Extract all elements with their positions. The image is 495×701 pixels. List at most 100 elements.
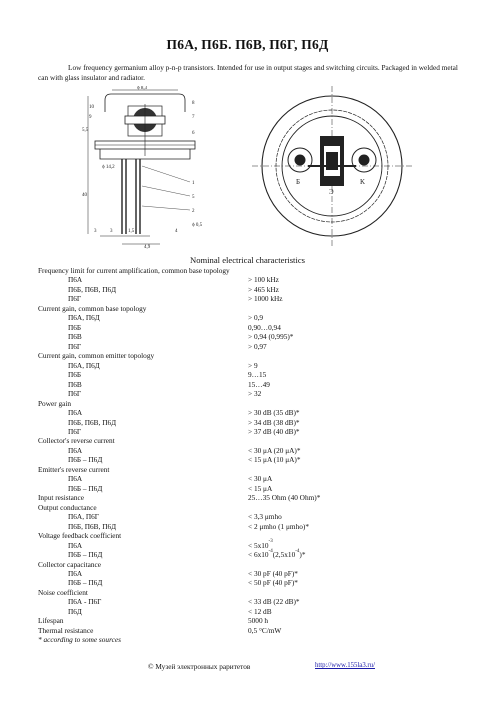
value-cell: > 465 kHz	[248, 285, 279, 294]
table-row: П6А > 30 dB (35 dB)*	[38, 408, 458, 417]
callout-5: 5	[192, 195, 195, 200]
device-label: П6Б	[68, 322, 82, 332]
device-label: П6А, П6Д	[68, 360, 100, 370]
value-cell: < 30 μA	[248, 474, 272, 483]
value-text: < 15 μA (10 μA)*	[248, 455, 301, 465]
value-cell: 15…49	[248, 380, 270, 389]
value-text: < 3,3 μmho	[248, 512, 282, 522]
value-cell: < 30 pF (40 pF)*	[248, 569, 298, 578]
value-text: < 33 dB (22 dB)*	[248, 597, 300, 607]
parameter-label: Voltage feedback coefficient	[38, 531, 122, 541]
value-cell: < 15 μA (10 μA)*	[248, 455, 300, 464]
table-row: П6Б – П6Д < 50 pF (40 pF)*	[38, 578, 458, 587]
device-label: П6Б, П6В, П6Д	[68, 417, 117, 427]
table-row: П6А < 30 μA	[38, 474, 458, 483]
characteristics-table: Frequency limit for current amplificatio…	[38, 266, 458, 645]
parameter-label: Input resistance	[38, 493, 84, 503]
dim-top-label: ϕ 8,3	[137, 86, 148, 91]
value-text: < 5x10	[248, 540, 269, 550]
table-row: Input resistance 25…35 Ohm (40 Ohm)*	[38, 493, 458, 502]
device-label: П6В	[68, 332, 82, 342]
footer-link[interactable]: http://www.155la3.ru/	[315, 662, 375, 669]
value-text: > 34 dB (38 dB)*	[248, 417, 300, 427]
value-text: < 30 μA (20 μA)*	[248, 445, 301, 455]
section-title: Nominal electrical characteristics	[189, 255, 305, 265]
value-cell: < 2 μmho (1 μmho)*	[248, 522, 309, 531]
dim-left-bottom-label: 40	[82, 193, 88, 198]
parameter-label: Thermal resistance	[38, 625, 94, 635]
value-exponent: -4	[268, 548, 273, 554]
table-row: Frequency limit for current amplificatio…	[38, 266, 458, 275]
table-row: Voltage feedback coefficient	[38, 531, 458, 540]
table-row: П6Д < 12 dB	[38, 607, 458, 616]
value-cell: < 3,3 μmho	[248, 512, 282, 521]
table-row: П6А < 30 μA (20 μA)*	[38, 446, 458, 455]
parameter-label: Emitter's reverse current	[38, 464, 110, 474]
table-row: Lifespan 5000 h	[38, 616, 458, 625]
value-cell: 9…15	[248, 370, 266, 379]
callout-10: 10	[89, 105, 95, 110]
callout-1: 1	[192, 181, 195, 186]
table-row: Collector's reverse current	[38, 436, 458, 445]
value-text: < 50 pF (40 pF)*	[248, 578, 298, 588]
device-label: П6Б	[68, 370, 82, 380]
value-cell: > 34 dB (38 dB)*	[248, 418, 300, 427]
value-text: 9…15	[248, 370, 267, 380]
value-text: > 1000 kHz	[248, 294, 283, 304]
table-row: П6В > 0,94 (0,995)*	[38, 332, 458, 341]
value-text: 0,90…0,94	[248, 322, 281, 332]
value-cell: > 100 kHz	[248, 275, 279, 284]
table-row: П6Г > 32	[38, 389, 458, 398]
parameter-label: Lifespan	[38, 616, 64, 626]
value-text: 15…49	[248, 379, 270, 389]
device-label: П6Б – П6Д	[68, 483, 103, 493]
table-row: П6А, П6Д > 9	[38, 361, 458, 370]
value-text: > 465 kHz	[248, 284, 279, 294]
value-cell: > 37 dB (40 dB)*	[248, 427, 300, 436]
callout-4: 4	[175, 229, 178, 234]
dim-ring-label: ϕ 14,2	[102, 165, 115, 170]
table-row: П6Г > 37 dB (40 dB)*	[38, 427, 458, 436]
table-row: П6Б – П6Д < 15 μA (10 μA)*	[38, 455, 458, 464]
value-text: 25…35 Ohm (40 Ohm)*	[248, 493, 321, 503]
device-label: П6В	[68, 379, 82, 389]
parameter-label: Noise coefficient	[38, 587, 88, 597]
dim-bot-4: ϕ 0,5	[192, 223, 203, 228]
value-cell: 5000 h	[248, 616, 268, 625]
value-cell: > 30 dB (35 dB)*	[248, 408, 300, 417]
parameter-label: Frequency limit for current amplificatio…	[38, 266, 230, 275]
parameter-label: Collector's reverse current	[38, 436, 115, 446]
table-row: Current gain, common emitter topology	[38, 351, 458, 360]
dim-bot-1: 3	[110, 229, 113, 234]
device-label: П6А	[68, 445, 83, 455]
device-label: П6Б, П6В, П6Д	[68, 521, 117, 531]
table-row: П6А < 30 pF (40 pF)*	[38, 569, 458, 578]
device-label: П6Г	[68, 426, 82, 436]
device-label: П6Б – П6Д	[68, 550, 103, 560]
table-row: Noise coefficient	[38, 588, 458, 597]
table-row: Thermal resistance 0,5 °C/mW	[38, 626, 458, 635]
value-cell: > 0,97	[248, 342, 267, 351]
callout-7: 7	[192, 115, 195, 120]
table-row: П6Б 0,90…0,94	[38, 323, 458, 332]
value-text: 5000 h	[248, 616, 269, 626]
table-row: П6Б 9…15	[38, 370, 458, 379]
value-cell: 0,90…0,94	[248, 323, 281, 332]
table-row: П6Б, П6В, П6Д > 34 dB (38 dB)*	[38, 418, 458, 427]
value-cell: < 12 dB	[248, 607, 272, 616]
callout-9: 9	[89, 115, 92, 120]
table-row: Current gain, common base topology	[38, 304, 458, 313]
value-cell: < 5x10-3	[248, 539, 273, 550]
description: Low frequency germanium alloy p-n-p tran…	[38, 63, 458, 82]
callout-6: 6	[192, 131, 195, 136]
value-text: < 6x10	[248, 550, 269, 560]
dim-bot-3: 4,9	[144, 245, 151, 250]
value-cell: < 33 dB (22 dB)*	[248, 597, 300, 606]
device-label: П6Г	[68, 341, 82, 351]
value-cell: < 15 μA	[248, 484, 272, 493]
parameter-label: Power gain	[38, 398, 72, 408]
pin-b-label: Б	[296, 178, 300, 186]
device-label: П6Д	[68, 606, 82, 616]
value-cell: 0,5 °C/mW	[248, 626, 281, 635]
value-exponent: -4	[295, 548, 300, 554]
